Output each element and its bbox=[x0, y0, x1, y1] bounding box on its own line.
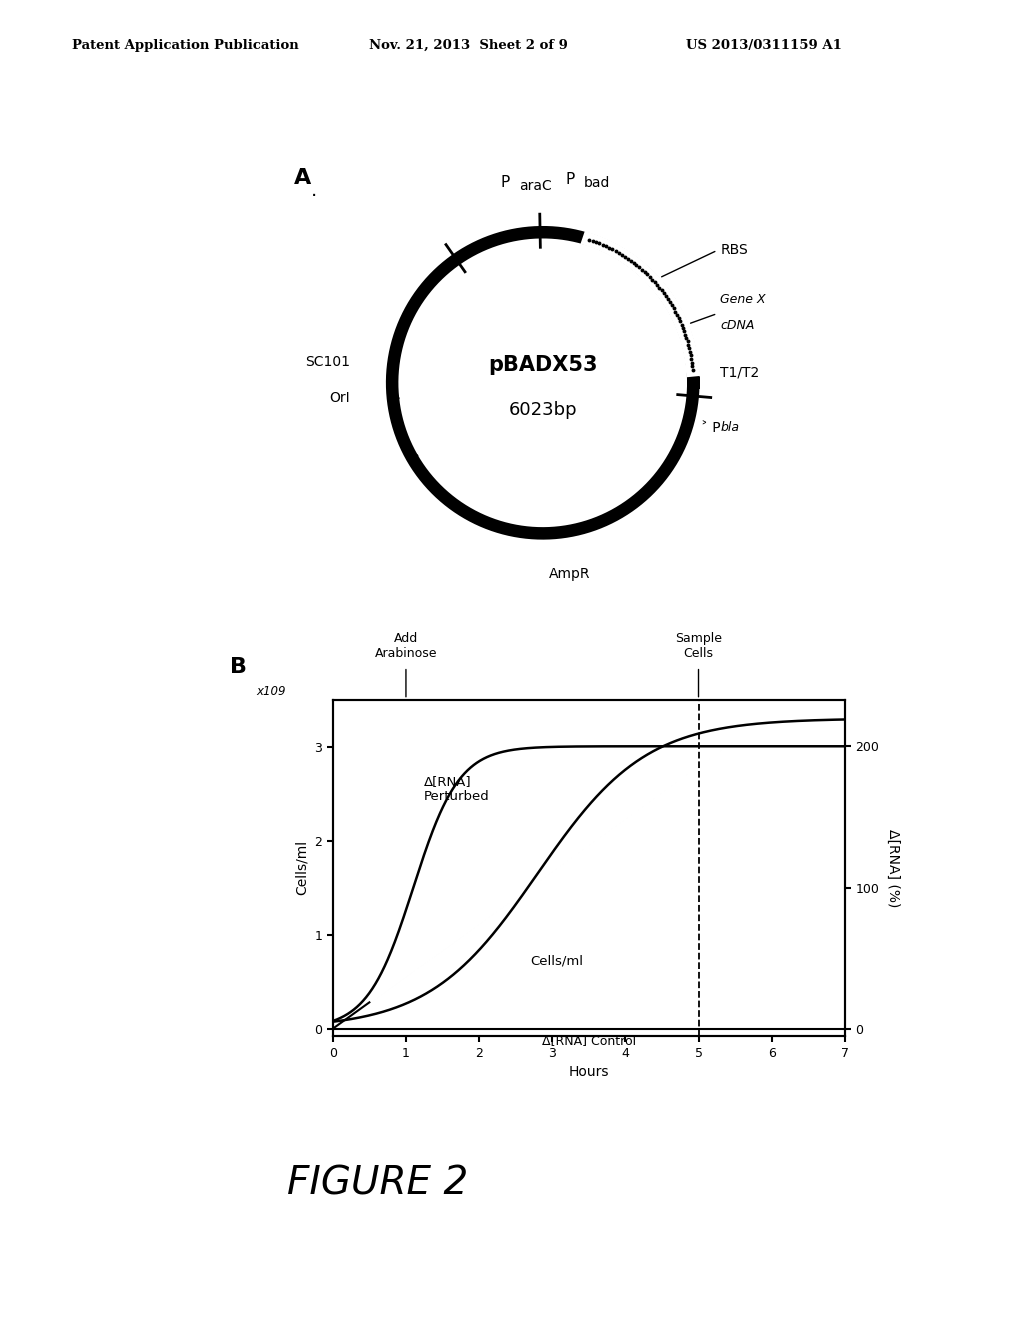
Text: Nov. 21, 2013  Sheet 2 of 9: Nov. 21, 2013 Sheet 2 of 9 bbox=[369, 38, 567, 51]
Text: P: P bbox=[501, 176, 510, 190]
Text: bla: bla bbox=[721, 421, 739, 434]
Text: Add
Arabinose: Add Arabinose bbox=[375, 632, 437, 660]
Text: FIGURE 2: FIGURE 2 bbox=[287, 1164, 468, 1203]
Text: x109: x109 bbox=[256, 685, 286, 698]
Text: SC101: SC101 bbox=[305, 355, 350, 368]
Text: A: A bbox=[294, 168, 311, 187]
Text: T1/T2: T1/T2 bbox=[721, 366, 760, 379]
Text: Δ[RNA]
Perturbed: Δ[RNA] Perturbed bbox=[424, 775, 489, 803]
Text: US 2013/0311159 A1: US 2013/0311159 A1 bbox=[686, 38, 842, 51]
Text: 6023bp: 6023bp bbox=[508, 401, 578, 418]
Text: Gene X: Gene X bbox=[721, 293, 766, 306]
Text: cDNA: cDNA bbox=[721, 319, 755, 333]
Text: pBADX53: pBADX53 bbox=[488, 355, 597, 375]
Text: Cells/ml: Cells/ml bbox=[530, 954, 584, 968]
Text: bad: bad bbox=[584, 176, 609, 190]
Y-axis label: Δ[RNA] (%): Δ[RNA] (%) bbox=[886, 829, 900, 907]
Text: Patent Application Publication: Patent Application Publication bbox=[72, 38, 298, 51]
Text: araC: araC bbox=[518, 180, 551, 193]
Text: .: . bbox=[311, 181, 317, 201]
Y-axis label: Cells/ml: Cells/ml bbox=[295, 841, 309, 895]
Text: B: B bbox=[230, 657, 248, 677]
Text: P: P bbox=[565, 172, 574, 187]
Text: RBS: RBS bbox=[721, 243, 749, 257]
Text: Δ[RNA] Control: Δ[RNA] Control bbox=[542, 1035, 636, 1047]
X-axis label: Hours: Hours bbox=[568, 1065, 609, 1080]
Text: Sample
Cells: Sample Cells bbox=[675, 632, 722, 660]
Text: AmpR: AmpR bbox=[549, 566, 591, 581]
Text: OrI: OrI bbox=[330, 391, 350, 405]
Text: ˃ P: ˃ P bbox=[700, 421, 721, 436]
